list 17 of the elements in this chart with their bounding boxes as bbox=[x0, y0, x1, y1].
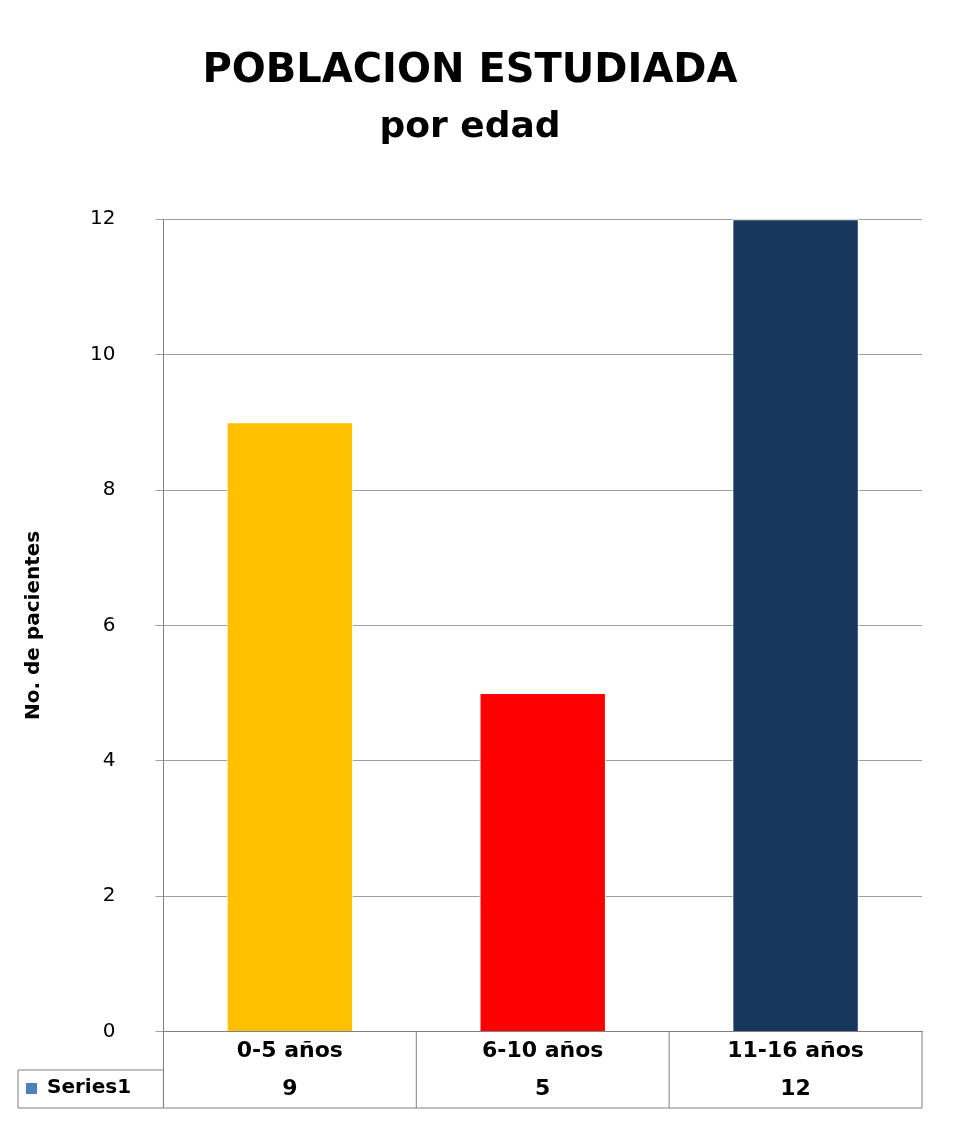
x-tick-label: 0-5 años bbox=[236, 1036, 343, 1062]
y-tick-label: 4 bbox=[102, 747, 116, 771]
x-tick-label: 11-16 años bbox=[727, 1036, 864, 1062]
text: Series1 bbox=[47, 1074, 132, 1099]
data-label: 12 bbox=[780, 1074, 811, 1100]
chart-subtitle: por edad bbox=[379, 103, 561, 145]
y-tick-label: 0 bbox=[102, 1017, 116, 1042]
y-tick-label: 2 bbox=[102, 882, 116, 907]
y-tick-label: 8 bbox=[102, 476, 116, 501]
x-tick-label: 6-10 años bbox=[482, 1036, 604, 1062]
y-axis-title: No. de pacientes bbox=[20, 530, 45, 721]
data-label: 9 bbox=[282, 1074, 298, 1100]
y-tick-label: 12 bbox=[90, 205, 116, 230]
data-label: 5 bbox=[535, 1074, 551, 1100]
y-tick-label: 6 bbox=[102, 611, 116, 636]
chart-title: POBLACION ESTUDIADA bbox=[202, 45, 738, 92]
y-tick-label: 10 bbox=[90, 340, 116, 365]
